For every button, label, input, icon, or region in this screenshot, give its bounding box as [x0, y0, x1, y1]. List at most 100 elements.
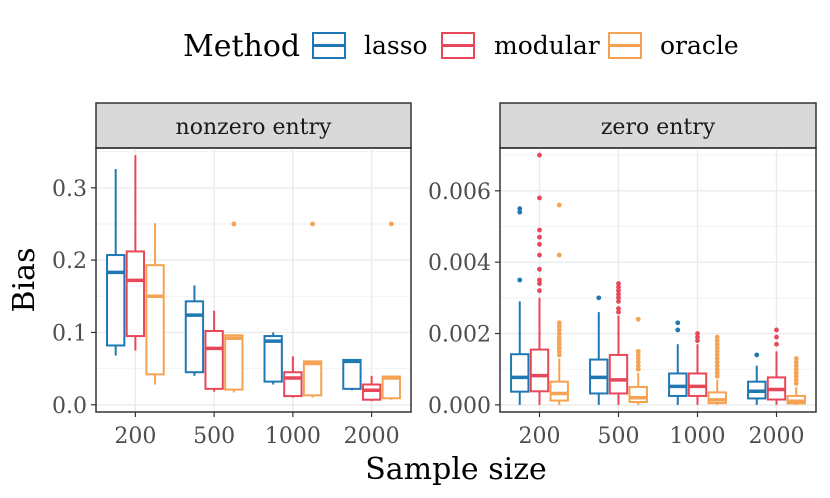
- box-body: [224, 334, 244, 391]
- y-tick-label: 0.0: [52, 394, 87, 419]
- outlier-point: [616, 306, 621, 311]
- outlier-point: [635, 366, 641, 372]
- outlier-point: [714, 338, 720, 344]
- outlier-point: [635, 352, 641, 358]
- legend-label-oracle: oracle: [660, 31, 739, 60]
- outlier-point: [616, 295, 621, 301]
- legend-label-lasso: lasso: [364, 31, 428, 60]
- y-tick-label: 0.004: [428, 251, 491, 276]
- outlier-point: [537, 277, 542, 283]
- box-modular-500: [204, 310, 224, 392]
- y-tick-label: 0.000: [428, 394, 491, 419]
- outlier-point: [695, 331, 700, 336]
- outlier-point: [556, 345, 562, 351]
- box-body: [510, 353, 530, 393]
- panel-border-nonzero-entry: [95, 147, 412, 413]
- outlier-point: [675, 327, 681, 333]
- outlier-point: [793, 381, 799, 386]
- x-tick-label: 200: [114, 424, 156, 449]
- box-body: [106, 254, 126, 347]
- outlier-point: [616, 291, 621, 297]
- outlier-point: [774, 327, 779, 333]
- strip-zero-entry: [499, 102, 817, 149]
- x-axis-title: Sample size: [365, 452, 547, 487]
- outlier-point: [616, 284, 621, 290]
- box-body: [549, 380, 569, 402]
- box-body: [529, 348, 550, 393]
- strip-label-zero-entry: zero entry: [601, 115, 716, 140]
- panel-zero-entry: zero entry 0.000 0.002 0.004 0.006 200 500 100…: [428, 102, 817, 449]
- outlier-point: [635, 359, 641, 365]
- box-lasso-500: [184, 285, 205, 376]
- outlier-point: [675, 320, 681, 326]
- box-lasso-2000: [747, 352, 767, 405]
- box-body: [125, 250, 146, 338]
- y-tick-label: 0.2: [52, 249, 87, 274]
- box-body: [628, 386, 648, 404]
- outlier-point: [635, 363, 641, 369]
- outlier-point: [714, 352, 720, 358]
- outlier-point: [793, 377, 799, 383]
- outlier-point: [556, 348, 562, 354]
- legend-title: Method: [183, 29, 300, 64]
- legend-label-modular: modular: [494, 31, 600, 60]
- outlier-point: [793, 366, 799, 372]
- outlier-point: [517, 277, 523, 283]
- strip-label-nonzero-entry: nonzero entry: [176, 115, 332, 140]
- outlier-point: [635, 348, 641, 354]
- outlier-point: [537, 195, 542, 201]
- x-tick-label: 500: [193, 424, 235, 449]
- outlier-point: [616, 281, 621, 286]
- box-oracle-500: [224, 221, 244, 393]
- box-lasso-500: [589, 295, 609, 405]
- box-oracle-200: [549, 202, 569, 405]
- box-lasso-1000: [263, 332, 283, 385]
- legend-key-lasso: lasso: [312, 31, 428, 60]
- box-modular-200: [125, 155, 146, 351]
- panel-border-zero-entry: [499, 147, 817, 413]
- box-oracle-1000: [707, 334, 727, 405]
- outlier-point: [537, 281, 542, 286]
- outlier-point: [556, 331, 562, 336]
- box-body: [145, 264, 165, 376]
- box-oracle-200: [145, 223, 165, 385]
- y-tick-label: 0.002: [428, 323, 491, 348]
- outlier-point: [754, 352, 760, 358]
- box-modular-200: [529, 152, 550, 405]
- outlier-point: [714, 366, 720, 372]
- outlier-point: [793, 359, 799, 365]
- outlier-point: [793, 370, 799, 376]
- x-tick-label: 200: [519, 424, 561, 449]
- outlier-point: [616, 288, 621, 294]
- outlier-point: [537, 288, 542, 294]
- outlier-point: [556, 338, 562, 344]
- box-body: [381, 375, 401, 400]
- outlier-point: [616, 309, 621, 315]
- box-modular-500: [608, 281, 629, 405]
- legend-key-modular: modular: [441, 31, 600, 60]
- box-lasso-200: [510, 206, 530, 405]
- outlier-point: [793, 363, 799, 369]
- box-lasso-200: [106, 168, 126, 356]
- x-tick-label: 1000: [265, 424, 321, 449]
- panel-nonzero-entry: nonzero entry 0.0 0.1 0.2 0.3 200 500 1000 2000: [52, 102, 412, 449]
- outlier-point: [537, 152, 542, 158]
- outlier-point: [596, 295, 602, 301]
- outlier-point: [635, 356, 641, 361]
- outlier-point: [714, 345, 720, 351]
- outlier-point: [556, 327, 562, 333]
- outlier-point: [537, 227, 542, 233]
- box-oracle-1000: [302, 221, 323, 398]
- x-tick-label: 1000: [670, 424, 726, 449]
- outlier-point: [537, 266, 542, 272]
- x-tick-label: 2000: [749, 424, 805, 449]
- outlier-point: [714, 334, 720, 340]
- outlier-point: [537, 252, 542, 258]
- outlier-point: [616, 299, 621, 304]
- box-modular-2000: [766, 327, 787, 405]
- box-lasso-1000: [668, 320, 688, 405]
- outlier-point: [556, 334, 562, 340]
- outlier-point: [556, 202, 562, 208]
- x-tick-label: 500: [598, 424, 640, 449]
